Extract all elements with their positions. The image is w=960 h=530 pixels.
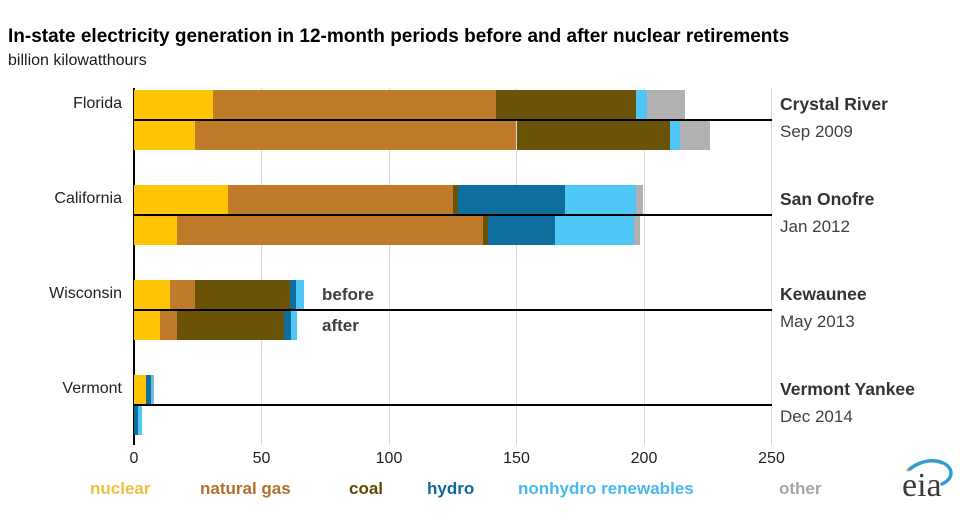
segment-california-after-other: [633, 216, 641, 245]
y-axis-line: [132, 88, 135, 445]
segment-wisconsin-after-coal: [177, 311, 285, 340]
eia-logo: eia: [894, 452, 956, 519]
x-tick-label-200: 200: [630, 450, 658, 467]
legend-item-coal: coal: [349, 479, 384, 498]
plant-name-kewaunee: Kewaunee: [780, 284, 867, 304]
separator-line-florida: [132, 118, 772, 121]
legend-item-natural_gas: natural gas: [200, 479, 291, 498]
segment-vermont-before-hydro: [145, 375, 152, 404]
x-tick-label-100: 100: [375, 450, 403, 467]
gridline-100: [388, 88, 390, 445]
segment-florida-before-natural_gas: [213, 90, 497, 119]
segment-california-after-nuclear: [134, 216, 178, 245]
gridline-200: [643, 88, 645, 445]
segment-florida-before-nonhydro_renewables: [636, 90, 647, 119]
segment-vermont-before-nonhydro_renewables: [151, 375, 154, 404]
x-tick-label-250: 250: [758, 450, 785, 467]
plant-retire-date-kewaunee: May 2013: [780, 312, 855, 331]
segment-florida-after-natural_gas: [195, 121, 517, 150]
segment-florida-before-nuclear: [134, 90, 214, 119]
x-tick-label-150: 150: [503, 450, 530, 467]
segment-florida-before-coal: [496, 90, 637, 119]
chart-title: In-state electricity generation in 12-mo…: [8, 26, 790, 47]
state-label-vermont: Vermont: [62, 380, 122, 397]
separator-line-california: [132, 213, 772, 216]
segment-florida-after-nuclear: [134, 121, 196, 150]
segment-wisconsin-after-nuclear: [134, 311, 160, 340]
segment-california-after-natural_gas: [177, 216, 484, 245]
plant-retire-date-crystal-river: Sep 2009: [780, 122, 853, 141]
eia-logo-blue-swoosh: [908, 459, 953, 486]
plant-retire-date-san-onofre: Jan 2012: [780, 217, 850, 236]
eia-logo-text: eia: [902, 467, 942, 504]
state-label-california: California: [54, 190, 122, 207]
gridline-50: [261, 88, 262, 445]
legend-item-nonhydro_renewables: nonhydro renewables: [518, 479, 694, 498]
legend-item-nuclear: nuclear: [90, 479, 151, 498]
segment-vermont-before-nuclear: [134, 375, 146, 404]
x-tick-label-50: 50: [252, 450, 271, 467]
gridline-250: [771, 88, 772, 445]
segment-california-before-nuclear: [134, 185, 229, 214]
segment-wisconsin-before-coal: [195, 280, 290, 309]
after-row-label: after: [322, 316, 359, 335]
segment-wisconsin-after-natural_gas: [159, 311, 178, 340]
segment-california-after-coal: [483, 216, 489, 245]
segment-wisconsin-after-nonhydro_renewables: [290, 311, 298, 340]
x-tick-label-0: 0: [129, 450, 139, 467]
plant-name-crystal-river: Crystal River: [780, 94, 888, 114]
segment-california-after-hydro: [488, 216, 555, 245]
plant-name-san-onofre: San Onofre: [780, 189, 875, 209]
plant-retire-date-vermont-yankee: Dec 2014: [780, 407, 853, 426]
segment-vermont-before-other: [153, 375, 154, 404]
segment-california-before-natural_gas: [228, 185, 453, 214]
legend-item-other: other: [779, 479, 822, 498]
legend-item-hydro: hydro: [427, 479, 475, 498]
chart-subtitle: billion kilowatthours: [8, 52, 147, 69]
separator-line-wisconsin: [132, 308, 772, 311]
segment-wisconsin-before-nuclear: [134, 280, 170, 309]
segment-florida-before-other: [646, 90, 685, 119]
segment-wisconsin-before-nonhydro_renewables: [295, 280, 304, 309]
segment-vermont-after-hydro: [134, 406, 139, 435]
segment-california-before-hydro: [457, 185, 565, 214]
segment-california-before-coal: [452, 185, 458, 214]
separator-line-vermont: [132, 403, 772, 406]
segment-florida-after-coal: [516, 121, 670, 150]
segment-florida-after-nonhydro_renewables: [669, 121, 680, 150]
segment-wisconsin-before-hydro: [289, 280, 296, 309]
state-label-florida: Florida: [73, 95, 122, 112]
segment-california-after-nonhydro_renewables: [554, 216, 634, 245]
segment-wisconsin-after-hydro: [284, 311, 291, 340]
plant-name-vermont-yankee: Vermont Yankee: [780, 379, 915, 399]
gridline-150: [516, 88, 517, 445]
state-label-wisconsin: Wisconsin: [49, 285, 122, 302]
segment-vermont-after-nonhydro_renewables: [138, 406, 142, 435]
segment-california-before-other: [636, 185, 643, 214]
before-row-label: before: [322, 285, 374, 304]
segment-wisconsin-before-natural_gas: [169, 280, 196, 309]
segment-florida-after-other: [679, 121, 711, 150]
segment-california-before-nonhydro_renewables: [564, 185, 637, 214]
